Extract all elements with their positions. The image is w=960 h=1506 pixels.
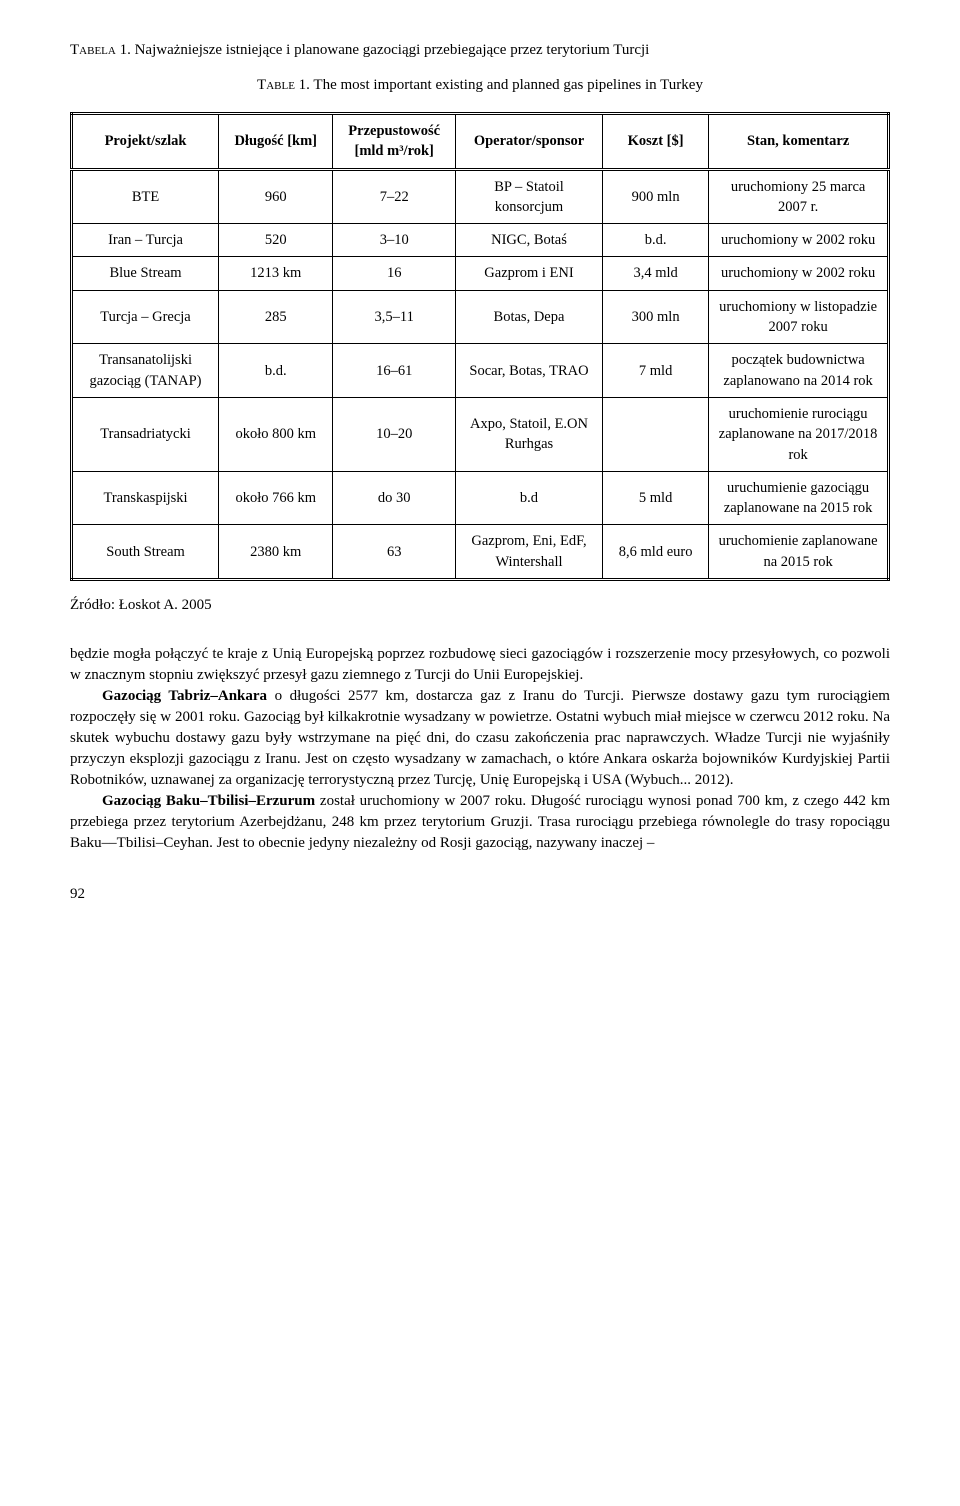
table-row: Transanatolijski gazociąg (TANAP) b.d. 1… (72, 344, 889, 398)
cell: Axpo, Statoil, E.ON Rurhgas (455, 397, 602, 471)
cell: b.d. (603, 224, 709, 257)
cell: 63 (333, 525, 456, 580)
cell: 10–20 (333, 397, 456, 471)
cell: South Stream (72, 525, 219, 580)
cell: uruchomienie rurociągu zaplanowane na 20… (709, 397, 889, 471)
table-row: Turcja – Grecja 285 3,5–11 Botas, Depa 3… (72, 290, 889, 344)
col-stan: Stan, komentarz (709, 114, 889, 170)
cell: b.d. (219, 344, 333, 398)
table-row: Transkaspijski około 766 km do 30 b.d 5 … (72, 471, 889, 525)
cell (603, 397, 709, 471)
cell: uruchomiony 25 marca 2007 r. (709, 169, 889, 224)
table-body: BTE 960 7–22 BP – Statoil konsorcjum 900… (72, 169, 889, 579)
cell: około 766 km (219, 471, 333, 525)
cell: 7 mld (603, 344, 709, 398)
body-paragraph-2: Gazociąg Tabriz–Ankara o długości 2577 k… (70, 686, 890, 791)
cell: Socar, Botas, TRAO (455, 344, 602, 398)
cell: uruchomiony w 2002 roku (709, 257, 889, 290)
cell: 7–22 (333, 169, 456, 224)
paragraph2-lead: Gazociąg Tabriz–Ankara (102, 688, 267, 704)
cell: Botas, Depa (455, 290, 602, 344)
cell: uruchomienie zaplanowane na 2015 rok (709, 525, 889, 580)
table-header-row: Projekt/szlak Długość [km] Przepustowość… (72, 114, 889, 170)
table-row: Iran – Turcja 520 3–10 NIGC, Botaś b.d. … (72, 224, 889, 257)
cell: 5 mld (603, 471, 709, 525)
cell: 3,4 mld (603, 257, 709, 290)
caption-en-text: The most important existing and planned … (313, 77, 703, 93)
caption-pl-text: Najważniejsze istniejące i planowane gaz… (135, 42, 650, 58)
body-paragraph-3: Gazociąg Baku–Tbilisi–Erzurum został uru… (70, 791, 890, 854)
cell: BTE (72, 169, 219, 224)
cell: Turcja – Grecja (72, 290, 219, 344)
col-operator: Operator/sponsor (455, 114, 602, 170)
cell: uruchomiony w listopadzie 2007 roku (709, 290, 889, 344)
col-dlugosc: Długość [km] (219, 114, 333, 170)
table-row: Blue Stream 1213 km 16 Gazprom i ENI 3,4… (72, 257, 889, 290)
caption-pl-label: Tabela 1. (70, 42, 131, 58)
cell: 16–61 (333, 344, 456, 398)
page-number: 92 (70, 884, 890, 905)
table-row: Transadriatycki około 800 km 10–20 Axpo,… (72, 397, 889, 471)
cell: 520 (219, 224, 333, 257)
cell: 3–10 (333, 224, 456, 257)
pipelines-table: Projekt/szlak Długość [km] Przepustowość… (70, 112, 890, 581)
col-przepustowosc: Przepustowość [mld m³/rok] (333, 114, 456, 170)
cell: Gazprom, Eni, EdF, Wintershall (455, 525, 602, 580)
cell: do 30 (333, 471, 456, 525)
table-row: BTE 960 7–22 BP – Statoil konsorcjum 900… (72, 169, 889, 224)
body-paragraph-1: będzie mogła połączyć te kraje z Unią Eu… (70, 644, 890, 686)
cell: b.d (455, 471, 602, 525)
table-source: Źródło: Łoskot A. 2005 (70, 595, 890, 616)
table-caption-en: Table 1. The most important existing and… (70, 75, 890, 96)
cell: NIGC, Botaś (455, 224, 602, 257)
cell: 1213 km (219, 257, 333, 290)
table-caption-pl: Tabela 1. Najważniejsze istniejące i pla… (70, 40, 890, 61)
col-koszt: Koszt [$] (603, 114, 709, 170)
cell: 16 (333, 257, 456, 290)
cell: Transkaspijski (72, 471, 219, 525)
cell: 2380 km (219, 525, 333, 580)
cell: 960 (219, 169, 333, 224)
cell: Iran – Turcja (72, 224, 219, 257)
cell: BP – Statoil konsorcjum (455, 169, 602, 224)
cell: uruchomiony w 2002 roku (709, 224, 889, 257)
cell: Gazprom i ENI (455, 257, 602, 290)
cell: około 800 km (219, 397, 333, 471)
paragraph3-lead: Gazociąg Baku–Tbilisi–Erzurum (102, 793, 315, 809)
cell: Transanatolijski gazociąg (TANAP) (72, 344, 219, 398)
col-projekt: Projekt/szlak (72, 114, 219, 170)
caption-en-label: Table 1. (257, 77, 310, 93)
cell: 300 mln (603, 290, 709, 344)
cell: 285 (219, 290, 333, 344)
cell: Transadriatycki (72, 397, 219, 471)
cell: uruchumienie gazociągu zaplanowane na 20… (709, 471, 889, 525)
table-row: South Stream 2380 km 63 Gazprom, Eni, Ed… (72, 525, 889, 580)
cell: 8,6 mld euro (603, 525, 709, 580)
cell: 900 mln (603, 169, 709, 224)
cell: 3,5–11 (333, 290, 456, 344)
cell: Blue Stream (72, 257, 219, 290)
cell: początek budownictwa zaplanowano na 2014… (709, 344, 889, 398)
